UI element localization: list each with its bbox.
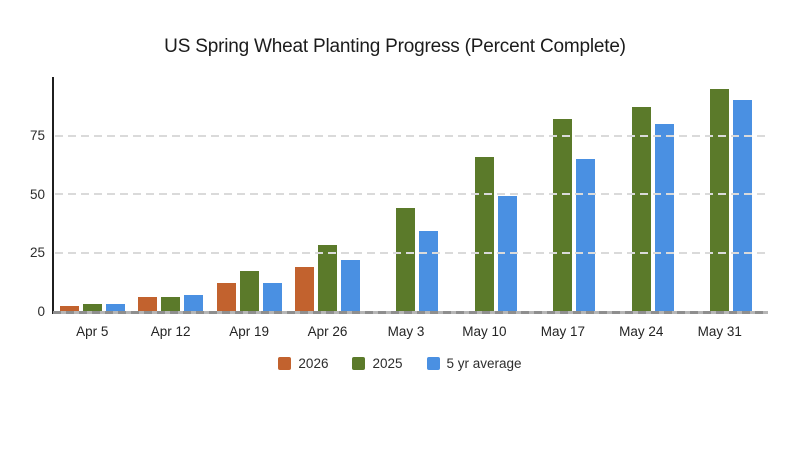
y-tick-label-0: 0	[37, 303, 45, 319]
x-axis-label-may-3: May 3	[387, 324, 425, 339]
y-axis-line	[52, 77, 54, 314]
x-axis-labels: Apr 5 Apr 12 Apr 19 Apr 26 May 3 May 10 May 17…	[53, 324, 759, 339]
bar-2025-may-17	[553, 119, 573, 311]
legend-item-2025: 2025	[352, 356, 403, 371]
x-axis-label-apr-26: Apr 26	[307, 324, 348, 339]
gridline-75	[55, 134, 768, 137]
gridline-25	[55, 251, 768, 254]
legend-label-5-yr-average: 5 yr average	[446, 356, 522, 371]
x-axis-label-may-17: May 17	[540, 324, 585, 339]
legend: 2026 2025 5 yr average	[0, 356, 800, 371]
bar-group-may-31	[681, 77, 759, 311]
bar-5-yr-average-may-17	[576, 158, 596, 311]
bar-2026-apr-19	[216, 282, 236, 311]
legend-swatch-2025	[352, 357, 366, 370]
y-tick-label-25: 25	[29, 244, 45, 260]
bar-2025-apr-19	[239, 271, 259, 311]
bar-group-may-17	[524, 77, 602, 311]
legend-swatch-5-yr-average	[426, 357, 440, 370]
bar-2025-apr-26	[318, 245, 338, 311]
bar-group-may-24	[602, 77, 680, 311]
bar-5-yr-average-apr-26	[341, 259, 361, 311]
x-axis-baseline	[53, 311, 768, 314]
bar-5-yr-average-may-24	[654, 123, 674, 311]
bar-group-apr-5	[53, 77, 131, 311]
x-axis-label-apr-19: Apr 19	[229, 324, 269, 339]
x-axis-label-may-31: May 31	[697, 324, 742, 339]
x-axis-label-may-24: May 24	[619, 324, 664, 339]
y-tick-label-75: 75	[29, 127, 45, 143]
bar-5-yr-average-apr-19	[262, 282, 282, 311]
bar-group-apr-19	[210, 77, 288, 311]
bar-group-may-10	[445, 77, 523, 311]
bar-2025-may-3	[396, 208, 416, 311]
bar-5-yr-average-may-3	[419, 231, 439, 311]
legend-label-2025: 2025	[372, 356, 403, 371]
bar-2025-apr-5	[82, 303, 102, 311]
x-axis-label-apr-5: Apr 5	[76, 324, 109, 339]
legend-item-2026: 2026	[278, 356, 328, 371]
legend-label-2026: 2026	[298, 356, 329, 371]
bar-2025-may-31	[710, 88, 730, 311]
bar-group-apr-12	[131, 77, 209, 311]
bar-5-yr-average-apr-12	[184, 294, 204, 311]
bar-group-may-3	[367, 77, 445, 311]
bar-2026-apr-26	[295, 266, 315, 311]
bar-2026-apr-5	[59, 306, 79, 311]
legend-item-5-yr-average: 5 yr average	[426, 356, 522, 371]
legend-swatch-2026	[278, 357, 292, 370]
bar-2025-may-24	[631, 107, 651, 311]
bar-2025-apr-12	[161, 296, 181, 311]
plot-area: 0 25 50 75	[30, 77, 768, 317]
bar-5-yr-average-apr-5	[105, 303, 125, 311]
bar-group-apr-26	[288, 77, 366, 311]
gridline-50	[55, 193, 768, 195]
x-axis-label-may-10: May 10	[462, 324, 507, 339]
y-tick-label-50: 50	[29, 186, 45, 202]
bar-5-yr-average-may-10	[497, 196, 517, 311]
bar-5-yr-average-may-31	[733, 100, 753, 311]
x-axis-label-apr-12: Apr 12	[150, 324, 191, 339]
bar-2025-may-10	[474, 156, 494, 311]
bar-2026-apr-12	[138, 296, 158, 311]
chart-title: US Spring Wheat Planting Progress (Perce…	[164, 36, 626, 57]
bar-groups	[53, 77, 759, 311]
